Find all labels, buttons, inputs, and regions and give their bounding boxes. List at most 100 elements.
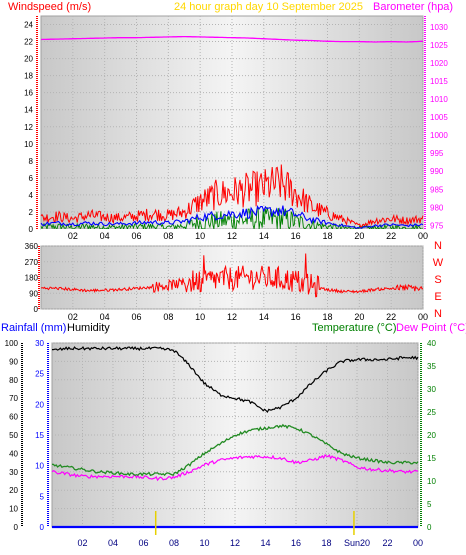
windspeed-tick-label: 24 — [24, 21, 33, 30]
compass-letter: W — [433, 257, 444, 269]
wind-series — [40, 35, 424, 231]
temperature-axes: 0102030405060708090100051015202530051015… — [5, 339, 437, 548]
wind-x-tick: 00 — [418, 231, 428, 241]
direction-tick-label: 270 — [25, 258, 39, 267]
humidity-tick-label: 80 — [9, 376, 18, 385]
barometer-tick-label: 975 — [430, 221, 444, 230]
barometer-tick-label: 1005 — [430, 113, 448, 122]
humidity-tick-label: 20 — [9, 486, 18, 495]
compass-letter: N — [434, 308, 442, 320]
barometer-line — [40, 35, 423, 43]
rainfall-axis-label: Rainfall (mm) — [1, 322, 66, 334]
wind-x-tick: 22 — [386, 231, 396, 241]
temperature-tick-label: 20 — [427, 431, 436, 440]
humidity-line — [52, 346, 419, 414]
humidity-axis-label: Humidity — [67, 322, 110, 334]
wind-x-tick: 18 — [322, 231, 332, 241]
direction-x-tick: 18 — [322, 312, 332, 322]
direction-x-tick: 00 — [418, 312, 428, 322]
temperature-x-tick: 08 — [169, 538, 179, 548]
direction-x-tick: 16 — [291, 312, 301, 322]
temperature-axis-label: Temperature (°C) — [312, 322, 396, 334]
windspeed-tick-label: 14 — [24, 106, 33, 115]
temperature-x-tick: 06 — [138, 538, 148, 548]
dewpoint-axis-label: Dew Point (°C) — [396, 322, 466, 334]
windspeed-tick-label: 6 — [29, 174, 34, 183]
windspeed-tick-label: 22 — [24, 38, 33, 47]
wind-gridlines — [41, 16, 424, 230]
windspeed-tick-label: 16 — [24, 89, 33, 98]
direction-x-tick: 12 — [227, 312, 237, 322]
direction-x-tick: 20 — [354, 312, 364, 322]
windspeed-tick-label: 18 — [24, 72, 33, 81]
humidity-tick-label: 90 — [9, 357, 18, 366]
wind-x-tick: 16 — [291, 231, 301, 241]
temperature-x-tick: 22 — [382, 538, 392, 548]
humidity-tick-label: 60 — [9, 413, 18, 422]
temperature-x-tick: 00 — [413, 538, 423, 548]
rainfall-tick-label: 5 — [40, 492, 45, 501]
wind-x-tick: 02 — [68, 231, 78, 241]
barometer-tick-label: 980 — [430, 203, 444, 212]
temperature-x-tick: 02 — [77, 538, 87, 548]
direction-x-tick: 02 — [68, 312, 78, 322]
temperature-line — [51, 423, 419, 477]
humidity-tick-label: 10 — [9, 505, 18, 514]
windspeed-tick-label: 10 — [24, 140, 33, 149]
windspeed-tick-label: 12 — [24, 123, 33, 132]
direction-x-tick: 06 — [131, 312, 141, 322]
direction-x-tick: 08 — [163, 312, 173, 322]
rainfall-tick-label: 25 — [35, 370, 44, 379]
humidity-tick-label: 0 — [14, 523, 19, 532]
temperature-tick-label: 15 — [427, 454, 436, 463]
windspeed-axis-label: Windspeed (m/s) — [8, 1, 91, 13]
humidity-tick-label: 100 — [5, 339, 19, 348]
wind-gust-line — [40, 164, 424, 228]
wind-avg-line — [40, 205, 424, 230]
wind-x-tick: 08 — [163, 231, 173, 241]
barometer-tick-label: 1030 — [430, 23, 448, 32]
humidity-tick-label: 30 — [9, 468, 18, 477]
direction-tick-label: 0 — [34, 305, 39, 314]
barometer-tick-label: 1015 — [430, 77, 448, 86]
compass-letter: S — [434, 274, 441, 286]
windspeed-tick-label: 20 — [24, 55, 33, 64]
temperature-tick-label: 40 — [427, 339, 436, 348]
wind-x-tick: 10 — [195, 231, 205, 241]
temperature-series — [51, 346, 419, 529]
temperature-tick-label: 10 — [427, 477, 436, 486]
wind-x-tick: 06 — [131, 231, 141, 241]
temperature-tick-label: 25 — [427, 408, 436, 417]
direction-x-tick: 04 — [100, 312, 110, 322]
temperature-x-tick: 04 — [108, 538, 118, 548]
humidity-tick-label: 50 — [9, 431, 18, 440]
graph-title: 24 hour graph day 10 September 2025 — [174, 1, 363, 13]
temperature-tick-label: 5 — [427, 500, 432, 509]
wind-x-tick: 04 — [100, 231, 110, 241]
wind-x-tick: 20 — [354, 231, 364, 241]
rainfall-tick-label: 20 — [35, 400, 44, 409]
barometer-tick-label: 985 — [430, 185, 444, 194]
wind-x-tick: 14 — [259, 231, 269, 241]
compass-letter: E — [434, 291, 441, 303]
windspeed-tick-label: 2 — [29, 208, 34, 217]
wind-x-axis-strip — [41, 229, 423, 242]
direction-gridlines — [41, 245, 424, 310]
temperature-x-tick: 18 — [321, 538, 331, 548]
temperature-tick-label: 35 — [427, 362, 436, 371]
direction-x-tick: 22 — [386, 312, 396, 322]
barometer-tick-label: 1020 — [430, 59, 448, 68]
temperature-x-tick: 16 — [291, 538, 301, 548]
compass-letter: N — [434, 240, 442, 252]
rainfall-tick-label: 15 — [35, 431, 44, 440]
dewpoint-line — [51, 453, 418, 482]
direction-tick-label: 180 — [25, 274, 39, 283]
barometer-tick-label: 1000 — [430, 131, 448, 140]
wind-x-tick: 12 — [227, 231, 237, 241]
rainfall-tick-label: 10 — [35, 462, 44, 471]
humidity-tick-label: 70 — [9, 394, 18, 403]
direction-series — [40, 253, 424, 298]
rainfall-tick-label: 30 — [35, 339, 44, 348]
